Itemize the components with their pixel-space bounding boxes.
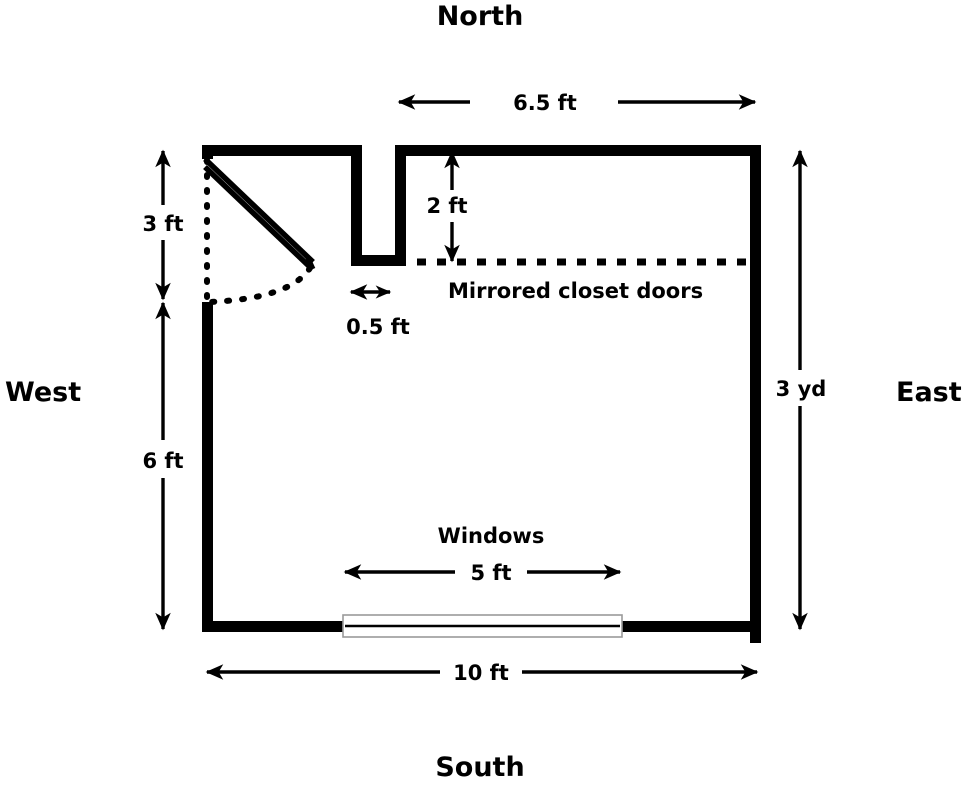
window-band-icon	[342, 614, 623, 638]
door-leaf-icon	[203, 157, 316, 271]
east-wall	[750, 145, 761, 643]
entry-door-group	[203, 157, 316, 305]
dim-label-closet-depth: 2 ft	[426, 194, 468, 218]
cardinal-label-north: North	[436, 1, 524, 32]
cardinal-label-south: South	[435, 752, 525, 783]
dim-label-closet-partition-gap: 0.5 ft	[346, 315, 410, 339]
west-wall-lower-segment	[202, 302, 213, 632]
feature-label-windows: Windows	[437, 524, 545, 548]
dim-label-west-wall-lower: 6 ft	[142, 449, 184, 473]
north-wall-west-segment	[202, 145, 362, 156]
dim-label-south-wall: 10 ft	[453, 661, 509, 685]
door-swing-arc-icon	[205, 265, 313, 305]
north-wall-east-segment	[395, 145, 761, 156]
closet-partition-left	[351, 145, 362, 265]
cardinal-label-west: West	[5, 377, 82, 408]
cardinal-label-east: East	[896, 377, 962, 408]
dim-label-north-closet-width: 6.5 ft	[513, 91, 577, 115]
dim-label-window-width: 5 ft	[470, 561, 512, 585]
dim-label-east-wall: 3 yd	[775, 377, 827, 401]
closet-partition-right	[395, 145, 406, 265]
feature-label-mirrored-closet-doors: Mirrored closet doors	[448, 279, 704, 303]
dim-label-west-door-opening: 3 ft	[142, 212, 184, 236]
dimension-arrows	[155, 94, 808, 680]
west-wall-corner-nub	[202, 145, 213, 159]
closet-partition-bottom	[351, 255, 406, 266]
